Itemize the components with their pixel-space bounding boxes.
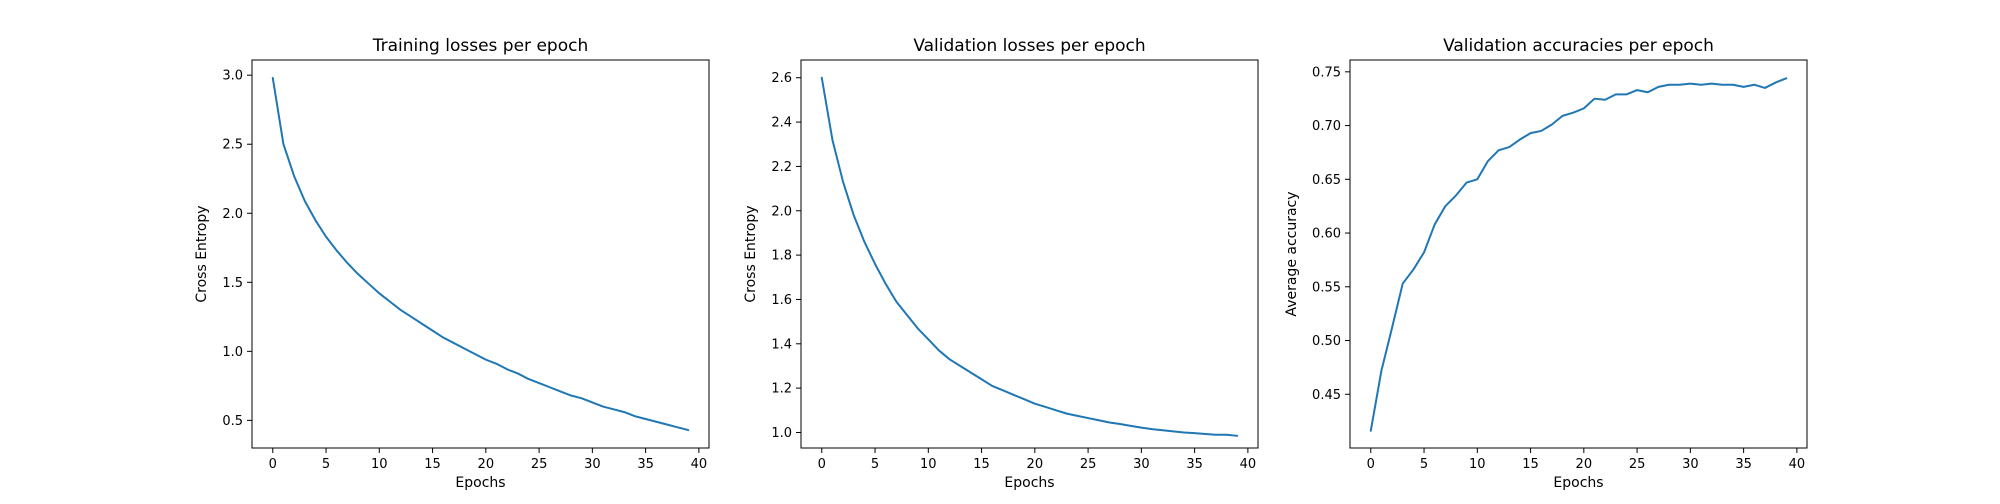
x-tick-label: 25 [531, 457, 548, 472]
y-axis-label: Cross Entropy [194, 205, 210, 302]
y-tick-label: 0.55 [1312, 280, 1341, 295]
plot-area-frame [800, 59, 1259, 449]
x-tick-label: 25 [1080, 457, 1097, 472]
x-tick-label: 40 [1240, 457, 1257, 472]
x-tick-label: 10 [371, 457, 388, 472]
y-tick-label: 0.60 [1312, 227, 1341, 242]
y-tick-label: 1.5 [222, 276, 243, 291]
x-tick-label: 0 [269, 457, 277, 472]
x-tick-label: 40 [1789, 457, 1806, 472]
y-tick-label: 2.5 [222, 138, 243, 153]
y-tick-label: 0.45 [1312, 388, 1341, 403]
chart-panel-3: Validation accuracies per epoch 0 5 10 15 20 2… [1284, 36, 1808, 491]
x-tick-label: 5 [871, 457, 879, 472]
x-tick-label: 25 [1629, 457, 1646, 472]
chart-panel-2: Validation losses per epoch 0 5 10 15 20 25 30 3… [743, 36, 1259, 491]
y-tick-label: 0.70 [1312, 119, 1341, 134]
x-axis-label: Epochs [1553, 475, 1603, 491]
y-tick-label: 2.6 [771, 71, 792, 86]
y-tick-label: 2.0 [771, 204, 792, 219]
x-tick-label: 35 [637, 457, 654, 472]
x-tick-label: 35 [1735, 457, 1752, 472]
y-tick-label: 2.4 [771, 116, 792, 131]
y-tick-label: 1.2 [771, 382, 792, 397]
x-tick-label: 10 [920, 457, 937, 472]
chart-panel-1: Training losses per epoch 0 5 10 15 20 25 30 35 4… [194, 36, 710, 491]
series-line [271, 76, 690, 432]
x-tick-label: 5 [1420, 457, 1428, 472]
series-line [820, 76, 1239, 437]
x-tick-label: 15 [1522, 457, 1539, 472]
plot-area-frame [1349, 59, 1808, 449]
x-tick-label: 0 [1367, 457, 1375, 472]
chart-title: Validation losses per epoch [913, 36, 1145, 56]
x-tick-label: 20 [1576, 457, 1593, 472]
y-axis-label: Cross Entropy [743, 205, 759, 302]
y-tick-label: 2.2 [771, 160, 792, 175]
x-tick-label: 35 [1186, 457, 1203, 472]
x-tick-label: 20 [1027, 457, 1044, 472]
x-tick-label: 30 [1682, 457, 1699, 472]
x-axis-label: Epochs [455, 475, 505, 491]
y-tick-label: 1.8 [771, 249, 792, 264]
y-tick-label: 2.0 [222, 207, 243, 222]
x-tick-label: 20 [478, 457, 495, 472]
y-tick-label: 3.0 [222, 69, 243, 84]
x-tick-label: 15 [424, 457, 441, 472]
y-tick-label: 1.6 [771, 293, 792, 308]
x-tick-label: 15 [973, 457, 990, 472]
x-axis-label: Epochs [1004, 475, 1054, 491]
x-tick-label: 10 [1469, 457, 1486, 472]
y-tick-label: 0.50 [1312, 334, 1341, 349]
plot-area-frame [251, 59, 710, 449]
y-tick-label: 0.5 [222, 414, 243, 429]
y-axis-label: Average accuracy [1284, 191, 1300, 316]
x-tick-label: 40 [691, 457, 708, 472]
x-tick-label: 0 [818, 457, 826, 472]
series-line [1369, 77, 1788, 432]
y-tick-label: 0.75 [1312, 65, 1341, 80]
y-tick-label: 1.0 [222, 345, 243, 360]
x-tick-label: 5 [322, 457, 330, 472]
y-tick-label: 1.4 [771, 337, 792, 352]
x-tick-label: 30 [1133, 457, 1150, 472]
y-tick-label: 1.0 [771, 426, 792, 441]
y-tick-label: 0.65 [1312, 173, 1341, 188]
chart-title: Training losses per epoch [372, 36, 588, 56]
chart-title: Validation accuracies per epoch [1443, 36, 1714, 56]
x-tick-label: 30 [584, 457, 601, 472]
